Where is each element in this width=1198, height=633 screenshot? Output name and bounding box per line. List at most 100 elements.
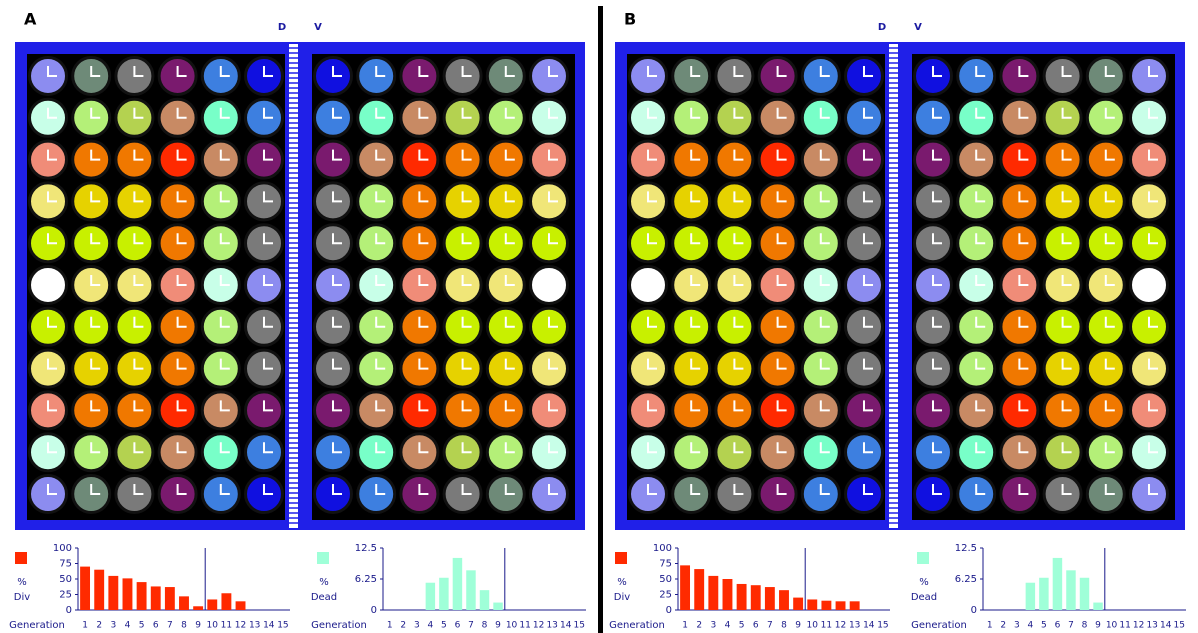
y-tick-label: 25 bbox=[59, 590, 72, 601]
bar bbox=[694, 569, 704, 610]
panel-divider bbox=[598, 6, 603, 633]
bar bbox=[779, 590, 789, 610]
x-tick-label: 15 bbox=[877, 621, 888, 631]
bar bbox=[236, 601, 246, 610]
bar bbox=[807, 599, 817, 610]
x-axis-title: Generation bbox=[911, 620, 967, 631]
x-tick-label: 9 bbox=[195, 621, 201, 631]
x-tick-label: 14 bbox=[560, 621, 572, 631]
x-tick-label: 2 bbox=[400, 621, 406, 631]
y-tick-label: 0 bbox=[371, 605, 377, 616]
x-tick-label: 8 bbox=[482, 621, 488, 631]
x-tick-label: 12 bbox=[835, 621, 846, 631]
x-tick-label: 13 bbox=[849, 621, 860, 631]
x-tick-label: 1 bbox=[82, 621, 88, 631]
bar bbox=[1080, 578, 1089, 610]
x-tick-label: 3 bbox=[1014, 621, 1020, 631]
bar bbox=[1026, 583, 1035, 610]
x-tick-label: 11 bbox=[821, 621, 832, 631]
x-tick-label: 4 bbox=[427, 621, 433, 631]
x-tick-label: 10 bbox=[207, 621, 219, 631]
grid-label: V bbox=[914, 22, 922, 33]
x-tick-label: 5 bbox=[739, 621, 745, 631]
bar bbox=[493, 603, 502, 610]
x-tick-label: 5 bbox=[1041, 621, 1047, 631]
x-tick-label: 2 bbox=[696, 621, 702, 631]
legend-text: Dead bbox=[911, 592, 937, 603]
bar bbox=[439, 578, 448, 610]
y-tick-label: 75 bbox=[59, 559, 72, 570]
bar bbox=[151, 586, 161, 610]
x-tick-label: 14 bbox=[863, 621, 875, 631]
bar bbox=[850, 601, 860, 610]
bar bbox=[179, 596, 189, 610]
x-tick-label: 12 bbox=[235, 621, 246, 631]
bar bbox=[123, 578, 133, 610]
bar bbox=[1053, 558, 1062, 610]
bar bbox=[793, 598, 803, 610]
x-tick-label: 7 bbox=[167, 621, 173, 631]
x-tick-label: 9 bbox=[795, 621, 801, 631]
x-tick-label: 1 bbox=[387, 621, 393, 631]
ladder bbox=[889, 44, 898, 528]
y-tick-label: 0 bbox=[666, 605, 672, 616]
legend-text: % bbox=[919, 577, 929, 588]
x-tick-label: 11 bbox=[1119, 621, 1130, 631]
x-tick-label: 7 bbox=[468, 621, 474, 631]
x-tick-label: 13 bbox=[546, 621, 557, 631]
grid-label: V bbox=[314, 22, 322, 33]
x-tick-label: 6 bbox=[153, 621, 159, 631]
legend-swatch bbox=[615, 552, 627, 564]
x-tick-label: 8 bbox=[781, 621, 787, 631]
legend-swatch bbox=[317, 552, 329, 564]
x-axis-title: Generation bbox=[9, 620, 65, 631]
legend-text: % bbox=[17, 577, 27, 588]
x-tick-label: 8 bbox=[1082, 621, 1088, 631]
bar bbox=[751, 585, 761, 610]
x-tick-label: 4 bbox=[725, 621, 731, 631]
x-tick-label: 13 bbox=[249, 621, 260, 631]
bar bbox=[108, 576, 118, 610]
y-tick-label: 75 bbox=[659, 559, 672, 570]
bar bbox=[466, 570, 475, 610]
x-tick-label: 6 bbox=[455, 621, 461, 631]
legend-text: Div bbox=[14, 592, 30, 603]
x-tick-label: 11 bbox=[221, 621, 232, 631]
legend-text: Dead bbox=[311, 592, 337, 603]
bar bbox=[80, 567, 90, 610]
y-tick-label: 12.5 bbox=[955, 543, 977, 554]
x-tick-label: 13 bbox=[1146, 621, 1157, 631]
x-tick-label: 2 bbox=[96, 621, 102, 631]
legend-text: % bbox=[319, 577, 329, 588]
x-tick-label: 15 bbox=[574, 621, 585, 631]
x-tick-label: 2 bbox=[1000, 621, 1006, 631]
legend-text: % bbox=[617, 577, 627, 588]
y-tick-label: 0 bbox=[66, 605, 72, 616]
bar bbox=[94, 570, 104, 610]
x-tick-label: 7 bbox=[767, 621, 773, 631]
bar bbox=[453, 558, 462, 610]
legend-swatch bbox=[917, 552, 929, 564]
x-tick-label: 10 bbox=[506, 621, 518, 631]
x-tick-label: 10 bbox=[1106, 621, 1118, 631]
bar bbox=[836, 601, 846, 610]
bar bbox=[1093, 603, 1102, 610]
x-tick-label: 15 bbox=[1174, 621, 1185, 631]
x-tick-label: 9 bbox=[495, 621, 501, 631]
bar bbox=[821, 601, 831, 610]
x-tick-label: 14 bbox=[1160, 621, 1172, 631]
x-tick-label: 1 bbox=[987, 621, 993, 631]
bar bbox=[480, 590, 489, 610]
x-tick-label: 4 bbox=[125, 621, 131, 631]
bar bbox=[1039, 578, 1048, 610]
x-tick-label: 3 bbox=[110, 621, 116, 631]
bar bbox=[207, 599, 217, 610]
x-tick-label: 12 bbox=[533, 621, 544, 631]
y-tick-label: 12.5 bbox=[355, 543, 377, 554]
x-tick-label: 14 bbox=[263, 621, 275, 631]
y-tick-label: 100 bbox=[653, 543, 672, 554]
bar bbox=[137, 582, 147, 610]
bar bbox=[1066, 570, 1075, 610]
y-tick-label: 6.25 bbox=[955, 574, 977, 585]
x-tick-label: 7 bbox=[1068, 621, 1074, 631]
